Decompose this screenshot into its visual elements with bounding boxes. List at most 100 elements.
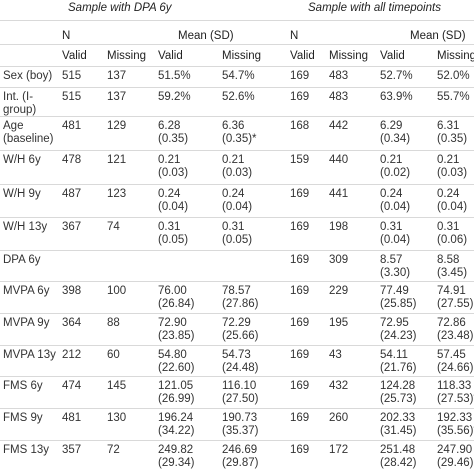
table-cell: 169 — [290, 380, 309, 393]
cell-line: 357 — [62, 444, 82, 456]
cell-line: 249.82 — [158, 444, 194, 456]
cell-line: 515 — [62, 70, 82, 82]
table-cell: 364 — [62, 317, 81, 330]
row-label-line: FMS 13y — [3, 444, 50, 456]
cell-line: 8.57 — [380, 254, 403, 266]
table-cell: 8.57 (3.30) — [380, 254, 410, 280]
cell-line: 52.7% — [380, 70, 413, 82]
table-cell: 0.31 (0.05) — [222, 221, 252, 247]
cell-line: 246.69 — [222, 444, 258, 456]
cell-line: 364 — [62, 317, 82, 329]
row-label-line: Age — [3, 120, 24, 132]
table-cell: 6.31 (0.35) — [437, 120, 467, 146]
row-label-line: W/H 9y — [3, 188, 41, 200]
table-cell: 100 — [107, 285, 126, 298]
row-divider — [0, 440, 474, 441]
cell-line: 72.29 — [222, 317, 251, 329]
cell-line: (27.53)* — [437, 393, 474, 405]
cell-line: (0.04) — [222, 201, 253, 213]
table-cell: 60 — [107, 349, 120, 362]
table-cell: 483 — [329, 70, 348, 83]
table-cell: 121.05 (26.99) — [158, 380, 194, 406]
cell-line: (29.46) — [437, 457, 474, 469]
cell-line: 63.9% — [380, 91, 413, 103]
cell-line: 6.36 — [222, 120, 245, 132]
cell-line: 168 — [290, 120, 310, 132]
row-label-line: W/H 13y — [3, 221, 48, 233]
table-cell: 515 — [62, 70, 81, 83]
cell-line: 260 — [329, 412, 349, 424]
table-cell: 260 — [329, 412, 348, 425]
cell-line: (27.50) — [222, 393, 259, 405]
table-cell: 432 — [329, 380, 348, 393]
cell-line: 77.49 — [380, 285, 409, 297]
table-cell: 116.10 (27.50) — [222, 380, 258, 406]
cell-line: (0.03) — [222, 167, 253, 179]
cell-line: (29.34) — [158, 457, 195, 469]
row-label: W/H 9y — [3, 188, 41, 201]
cell-line: (26.84) — [158, 298, 195, 310]
table-cell: 169 — [290, 254, 309, 267]
row-divider — [0, 184, 474, 185]
cell-line: 0.24 — [380, 188, 403, 200]
cell-line: 0.31 — [380, 221, 403, 233]
table-cell: 169 — [290, 91, 309, 104]
divider — [0, 20, 474, 21]
column-header-n: N — [290, 30, 299, 42]
cell-line: 59.2% — [158, 91, 191, 103]
cell-line: (25.73) — [380, 393, 417, 405]
row-divider — [0, 217, 474, 218]
column-header-sub: Valid — [158, 50, 183, 62]
cell-line: 55.7% — [437, 91, 470, 103]
cell-line: 0.24 — [222, 188, 245, 200]
cell-line: (0.04) — [437, 201, 468, 213]
row-label-line: (baseline) — [3, 133, 54, 145]
column-header-sub: Valid — [62, 50, 87, 62]
table-cell: 309 — [329, 254, 348, 267]
row-label: Int. (I-group) — [3, 91, 36, 117]
cell-line: 0.31 — [222, 221, 245, 233]
cell-line: (0.35) — [437, 133, 468, 145]
table-cell: 169 — [290, 188, 309, 201]
row-divider — [0, 150, 474, 151]
cell-line: 169 — [290, 221, 310, 233]
cell-line: 0.21 — [437, 154, 460, 166]
column-header-sub: Missing — [222, 50, 261, 62]
cell-line: 57.45 — [437, 349, 466, 361]
cell-line: 72.90 — [158, 317, 187, 329]
cell-line: 123 — [107, 188, 127, 200]
table-cell: 52.7% — [380, 70, 413, 83]
cell-line: 229 — [329, 285, 349, 297]
table-cell: 76.00 (26.84) — [158, 285, 194, 311]
row-label-line: Sex (boy) — [3, 70, 53, 82]
row-label-line: Int. (I- — [3, 91, 34, 103]
row-divider — [0, 408, 474, 409]
table-cell: 0.24 (0.04) — [222, 188, 252, 214]
cell-line: (23.48) — [437, 330, 474, 342]
cell-line: 121.05 — [158, 380, 194, 392]
cell-line: 52.0% — [437, 70, 470, 82]
cell-line: 169 — [290, 188, 310, 200]
table-cell: 137 — [107, 70, 126, 83]
table-cell: 247.90 (29.46) — [437, 444, 473, 470]
cell-line: 483 — [329, 91, 349, 103]
row-label-line: FMS 6y — [3, 380, 43, 392]
cell-line: 54.80 — [158, 349, 187, 361]
table-cell: 212 — [62, 349, 81, 362]
table-cell: 481 — [62, 120, 81, 133]
cell-line: 169 — [290, 380, 310, 392]
cell-line: 202.33 — [380, 412, 416, 424]
table-cell: 77.49 (25.85) — [380, 285, 416, 311]
column-header-mean-sd: Mean (SD) — [410, 30, 466, 42]
cell-line: 118.33 — [437, 380, 472, 392]
cell-line: 130 — [107, 412, 127, 424]
cell-line: 54.7% — [222, 70, 255, 82]
cell-line: 169 — [290, 317, 310, 329]
cell-line: (0.06) — [437, 234, 468, 246]
cell-line: (26.99) — [158, 393, 195, 405]
row-label: FMS 13y — [3, 444, 49, 457]
row-divider — [0, 87, 474, 88]
cell-line: 54.73 — [222, 349, 251, 361]
cell-line: (22.60) — [158, 362, 195, 374]
cell-line: 247.90 — [437, 444, 473, 456]
